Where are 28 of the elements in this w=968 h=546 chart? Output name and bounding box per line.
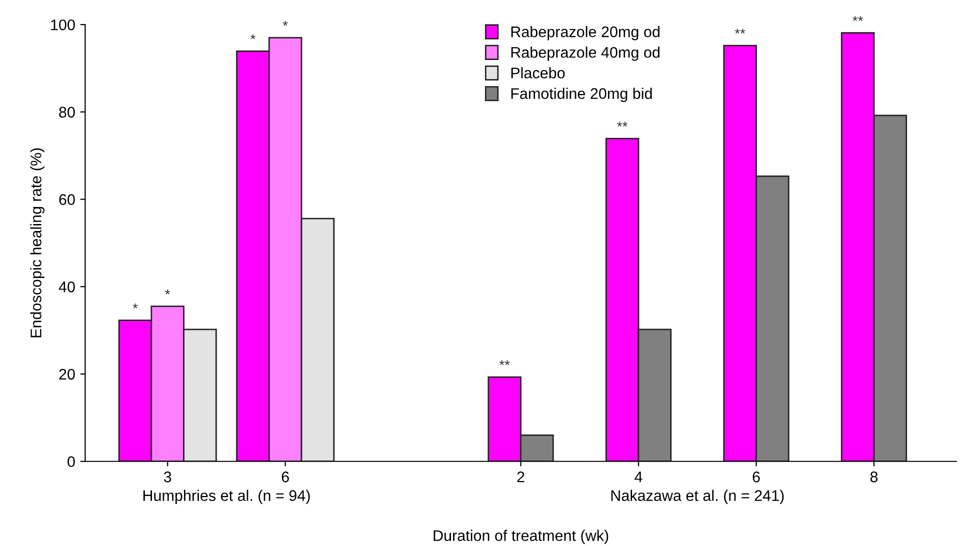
x-tick-label: 3: [164, 471, 172, 482]
data-label: *: [250, 34, 256, 40]
legend-label: Rabeprazole 40mg od: [511, 46, 660, 61]
y-tick-label: 100: [51, 19, 75, 30]
text: Humphries et al. (n = 94): [143, 490, 310, 504]
y-tick-label: 0: [68, 456, 75, 468]
x-tick-label: 6: [282, 471, 289, 482]
x-tick-label: 4: [634, 472, 642, 482]
y-tick-label: 40: [58, 282, 75, 292]
y-axis-title: Endoscopic healing rate (%): [30, 148, 44, 338]
data-label: *: [132, 303, 138, 308]
x-tick-label: 6: [752, 471, 760, 482]
data-label: **: [852, 16, 863, 21]
data-label: **: [734, 28, 746, 34]
legend-label: Famotidine 20mg bid: [511, 88, 652, 102]
legend-label: Rabeprazole 20mg od: [511, 26, 660, 40]
text: Nakazawa et al. (n = 241): [611, 490, 784, 504]
data-label: *: [165, 290, 170, 294]
y-tick-label: 80: [59, 106, 75, 118]
x-tick-label: 2: [517, 471, 524, 482]
y-tick-label: 60: [59, 194, 75, 205]
x-tick-label: 8: [870, 471, 878, 482]
data-label: **: [617, 122, 628, 127]
y-tick-label: 20: [59, 368, 75, 380]
legend-label: Placebo: [511, 67, 565, 78]
data-label: *: [282, 20, 288, 26]
data-label: **: [499, 360, 510, 366]
x-axis-title: Duration of treatment (wk): [434, 530, 608, 544]
